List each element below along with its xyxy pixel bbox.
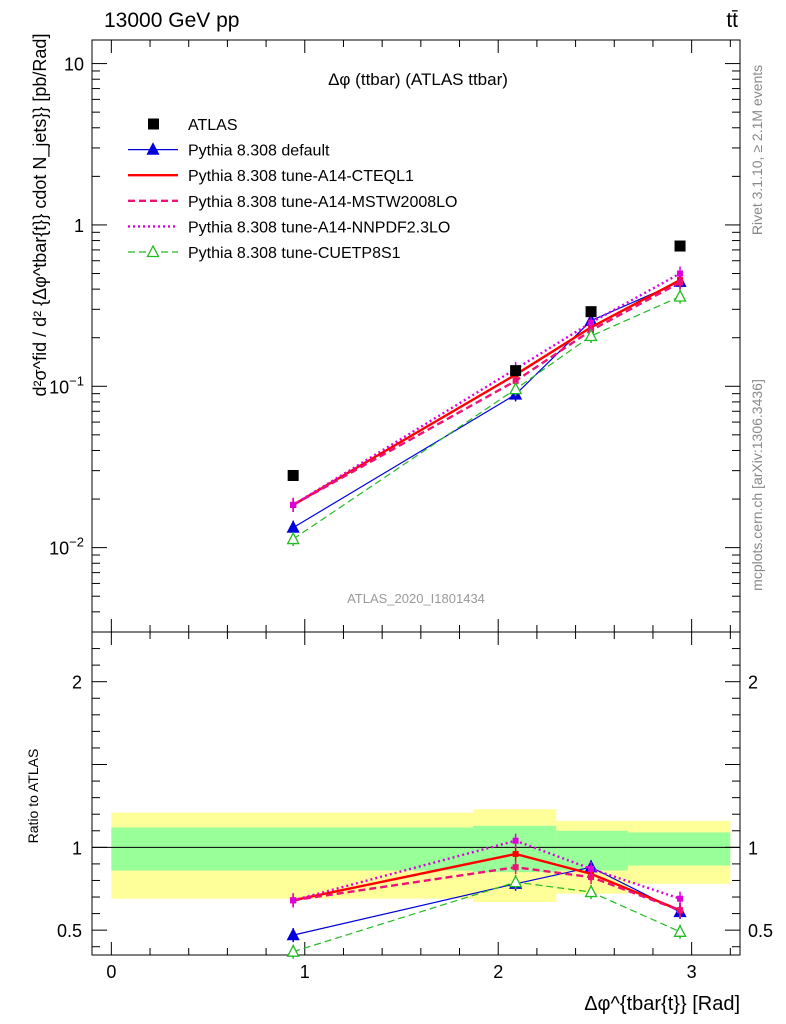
main-data-point xyxy=(677,270,684,277)
legend-marker xyxy=(148,118,159,130)
main-plot-title: Δφ (ttbar) (ATLAS ttbar) xyxy=(328,70,508,89)
ratio-data-point xyxy=(588,865,595,872)
legend-entry-0: ATLAS xyxy=(148,117,238,134)
tick-base: 10 xyxy=(49,377,69,397)
ratio-plot-frame xyxy=(91,631,741,956)
legend-label: Pythia 8.308 default xyxy=(188,143,330,160)
ratio-y-tick-label: 0.5 xyxy=(57,921,82,941)
analysis-watermark: ATLAS_2020_I1801434 xyxy=(347,591,485,606)
ratio-y-tick-label-right: 1 xyxy=(748,838,758,858)
main-y-tick-label: 10−1 xyxy=(49,373,84,397)
x-tick-label: 0 xyxy=(106,962,116,982)
uncertainty-bands xyxy=(92,809,740,902)
legend-label: Pythia 8.308 tune-A14-NNPDF2.3LO xyxy=(188,219,450,236)
main-series-line xyxy=(292,279,681,506)
atlas-data-point xyxy=(510,365,522,377)
legend-marker xyxy=(146,244,160,258)
main-y-axis-label: d²σ^fid / d² {Δφ^tbar{t}} cdot N_jets}} … xyxy=(30,34,51,397)
ratio-data-point xyxy=(677,895,684,902)
main-series-pythia-8-308-tune-a14-nnpdf2-3lo xyxy=(290,266,684,512)
rivet-version-label: Rivet 3.1.10, ≥ 2.1M events xyxy=(749,65,765,235)
ratio-data-point xyxy=(290,897,297,904)
ratio-series-line xyxy=(292,852,681,912)
atlas-data-point xyxy=(287,469,299,481)
main-series-line xyxy=(292,295,681,540)
main-data-point xyxy=(290,501,297,508)
ratio-y-axis-label: Ratio to ATLAS xyxy=(25,749,41,844)
ratio-y-tick-label: 1 xyxy=(72,838,82,858)
main-data-point xyxy=(677,279,684,286)
legend-entry-2: Pythia 8.308 tune-A14-CTEQL1 xyxy=(128,168,414,185)
ratio-series-line xyxy=(292,839,681,902)
x-tick-label: 1 xyxy=(300,962,310,982)
header-energy-label: 13000 GeV pp xyxy=(104,9,239,32)
ratio-y-tick-label-right: 0.5 xyxy=(748,921,773,941)
ratio-data-point xyxy=(584,884,598,898)
legend-label: ATLAS xyxy=(188,117,238,134)
tick-base: 10 xyxy=(49,539,69,559)
x-tick-label: 3 xyxy=(687,962,697,982)
main-data-point xyxy=(509,381,523,395)
ratio-y-tick-label-right: 2 xyxy=(748,673,758,693)
ratio-series-pythia-8-308-tune-cuetp8s1 xyxy=(286,874,687,959)
ratio-series-line xyxy=(292,881,681,953)
main-series-line xyxy=(292,272,681,506)
ratio-data-point xyxy=(588,874,595,881)
legend-entry-5: Pythia 8.308 tune-CUETP8S1 xyxy=(128,244,401,262)
ratio-y-tick-label: 2 xyxy=(72,673,82,693)
main-y-tick-label: 1 xyxy=(74,216,84,236)
tick-exponent: −1 xyxy=(69,373,84,388)
ratio-data-point xyxy=(512,850,519,857)
ratio-stat-band-0 xyxy=(111,827,474,871)
main-data-point xyxy=(286,531,300,545)
ratio-data-point xyxy=(677,907,684,914)
ratio-data-point xyxy=(512,864,519,871)
ratio-series-line xyxy=(292,865,681,912)
main-data-point xyxy=(286,520,300,533)
main-series-line xyxy=(292,281,681,506)
legend-label: Pythia 8.308 tune-A14-CTEQL1 xyxy=(188,168,414,185)
tick-exponent: −2 xyxy=(69,535,84,550)
legend-entry-3: Pythia 8.308 tune-A14-MSTW2008LO xyxy=(128,194,457,211)
main-series-pythia-8-308-default xyxy=(286,274,687,535)
series-lines xyxy=(286,240,687,959)
ratio-series-line xyxy=(293,866,681,936)
legend: ATLAS Pythia 8.308 default Pythia 8.308 tu… xyxy=(128,117,457,262)
main-series-line xyxy=(292,281,681,529)
header-process-label: tt̄ xyxy=(726,9,738,32)
main-data-point xyxy=(588,319,595,326)
atlas-data-point xyxy=(585,306,597,318)
ratio-data-point xyxy=(673,924,687,937)
main-y-tick-label: 10 xyxy=(64,55,84,75)
legend-entry-4: Pythia 8.308 tune-A14-NNPDF2.3LO xyxy=(128,219,450,236)
main-y-tick-label: 10−2 xyxy=(49,535,84,559)
main-data-point xyxy=(673,289,687,302)
legend-marker xyxy=(146,142,160,155)
main-series-pythia-8-308-tune-a14-cteql1 xyxy=(290,273,684,512)
legend-label: Pythia 8.308 tune-CUETP8S1 xyxy=(188,245,401,262)
legend-label: Pythia 8.308 tune-A14-MSTW2008LO xyxy=(188,194,457,211)
ratio-stat-band-3 xyxy=(627,832,731,866)
legend-entry-1: Pythia 8.308 default xyxy=(128,142,330,160)
main-data-point xyxy=(512,377,519,384)
atlas-data-point xyxy=(674,240,686,252)
ratio-data-point xyxy=(509,874,523,888)
main-data-point xyxy=(584,328,598,342)
x-axis-label: Δφ^{tbar{t}} [Rad] xyxy=(584,993,740,1015)
ratio-data-point xyxy=(286,944,300,957)
main-series-pythia-8-308-tune-cuetp8s1 xyxy=(286,289,687,547)
x-tick-label: 2 xyxy=(493,962,503,982)
ratio-data-point xyxy=(512,837,519,844)
ratio-series-pythia-8-308-tune-a14-nnpdf2-3lo xyxy=(290,833,684,908)
ratio-data-point xyxy=(286,927,300,941)
mcplots-credit-label: mcplots.cern.ch [arXiv:1306.3436] xyxy=(749,379,765,591)
